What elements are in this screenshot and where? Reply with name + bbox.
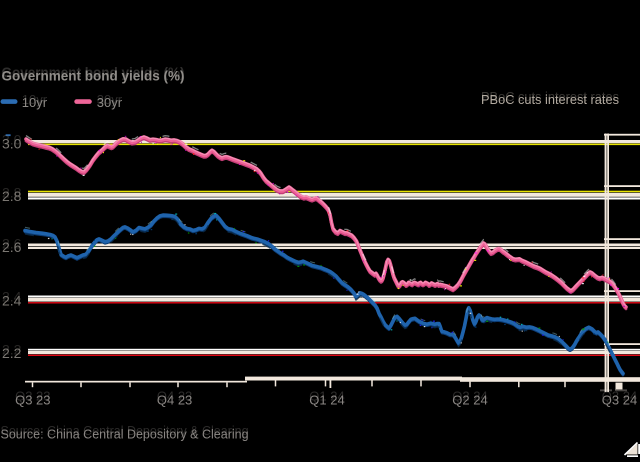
svg-text:Q3 23: Q3 23 bbox=[15, 393, 50, 408]
svg-text:PBoC cuts interest rates: PBoC cuts interest rates bbox=[481, 89, 619, 104]
svg-text:PBoC cuts interest rates: PBoC cuts interest rates bbox=[481, 92, 619, 107]
svg-text:Q1 24: Q1 24 bbox=[309, 393, 344, 408]
svg-text:Source: China Central Deposito: Source: China Central Depository & Clear… bbox=[1, 428, 249, 442]
svg-text:Government bond yields (%): Government bond yields (%) bbox=[2, 69, 185, 84]
svg-text:Q2 24: Q2 24 bbox=[452, 389, 487, 404]
svg-text:2.8: 2.8 bbox=[2, 188, 22, 204]
svg-text:Q3 23: Q3 23 bbox=[15, 389, 50, 404]
svg-text:30yr: 30yr bbox=[97, 92, 123, 107]
svg-text:3.0: 3.0 bbox=[2, 135, 22, 151]
svg-text:2.4: 2.4 bbox=[2, 289, 22, 305]
svg-text:Government bond yields (%): Government bond yields (%) bbox=[2, 65, 185, 80]
svg-text:Q1 24: Q1 24 bbox=[309, 389, 344, 404]
svg-text:3.0: 3.0 bbox=[2, 132, 22, 148]
svg-text:Q3 24: Q3 24 bbox=[602, 389, 637, 404]
svg-text:2.6: 2.6 bbox=[2, 236, 22, 252]
svg-text:Q4 23: Q4 23 bbox=[157, 389, 192, 404]
svg-text:2.8: 2.8 bbox=[2, 184, 22, 200]
svg-text:Source: China Central Deposito: Source: China Central Depository & Clear… bbox=[1, 424, 249, 438]
svg-text:2.2: 2.2 bbox=[2, 345, 22, 361]
svg-text:2.4: 2.4 bbox=[2, 292, 22, 308]
svg-text:Q3 24: Q3 24 bbox=[602, 393, 637, 408]
svg-text:10yr: 10yr bbox=[22, 95, 48, 110]
svg-text:2.2: 2.2 bbox=[2, 342, 22, 358]
svg-text:2.6: 2.6 bbox=[2, 239, 22, 255]
svg-text:Q2 24: Q2 24 bbox=[452, 393, 487, 408]
svg-text:30yr: 30yr bbox=[97, 95, 123, 110]
svg-text:Q4 23: Q4 23 bbox=[157, 393, 192, 408]
svg-text:10yr: 10yr bbox=[22, 92, 48, 107]
